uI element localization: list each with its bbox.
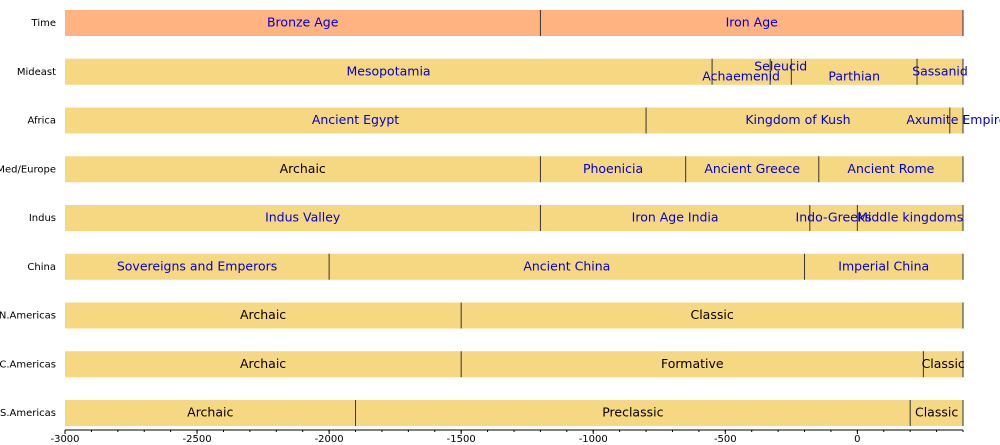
period-bar [685,156,819,183]
period-bar [540,156,686,183]
period-label: Ancient Greece [704,161,800,176]
period-bar [857,205,963,231]
period-label: Classic [922,356,965,371]
row-label: S.Americas [0,408,56,419]
period-label: Archaic [280,161,326,176]
period-label: Ancient China [523,258,610,273]
period-bar [65,205,541,231]
period-bar [818,156,963,183]
period-label: Ancient Egypt [312,112,399,127]
row-label: Time [31,18,56,29]
period-label: Mesopotamia [346,63,430,78]
period-bar [65,351,462,378]
period-bar [809,205,858,231]
row-label: C.Americas [0,359,56,370]
period-label: Parthian [828,68,880,83]
period-label: Ancient Rome [847,161,934,176]
period-label: Bronze Age [267,15,339,30]
period-label: Achaemenid [702,68,780,83]
period-bar [923,351,963,378]
period-bar [949,107,963,134]
period-label: Seleucid [754,58,807,73]
period-bar [540,205,810,231]
x-tick-label: -1000 [579,434,608,445]
x-tick-label: -1500 [447,434,476,445]
period-bar [712,58,771,85]
period-label: Iron Age [726,15,779,30]
period-label: Sassanid [912,63,968,78]
x-tick-label: -3000 [50,434,79,445]
period-bar [917,58,963,85]
row-label: N.Americas [0,311,56,322]
row-label: Africa [27,116,56,127]
period-label: Archaic [187,405,233,420]
period-label: Archaic [240,307,286,322]
period-bar [910,400,963,426]
row-label: Mideast [17,67,56,78]
period-bar [355,400,911,426]
period-label: Sovereigns and Emperors [117,258,277,273]
period-bar [461,351,924,378]
period-bar [65,107,647,134]
period-label: Middle kingdoms [857,210,963,225]
period-label: Classic [915,405,958,420]
row-label: Indus [29,213,56,224]
period-label: Iron Age India [632,210,719,225]
period-bar [461,302,963,329]
period-bar [65,302,462,329]
period-bar [65,10,541,36]
period-label: Imperial China [838,258,929,273]
period-bar [65,58,713,85]
period-bar [329,253,805,280]
period-bar [65,253,330,280]
period-label: Indus Valley [265,210,341,225]
x-tick-label: 0 [854,434,860,445]
row-label: Med/Europe [0,164,56,175]
period-label: Preclassic [602,405,663,420]
x-tick-label: -2000 [315,434,344,445]
period-label: Axumite Empire [906,112,1000,127]
period-label: Indo-Greeks [796,210,872,225]
period-bar [646,107,950,134]
period-bar [804,253,963,280]
period-bar [540,10,963,36]
period-label: Kingdom of Kush [745,112,850,127]
x-tick-label: -500 [714,434,737,445]
period-label: Classic [690,307,733,322]
period-label: Phoenicia [583,161,643,176]
period-bar [770,58,792,85]
period-label: Archaic [240,356,286,371]
period-bar [65,156,541,183]
row-label: China [27,262,56,273]
x-tick-label: -2500 [183,434,212,445]
period-bar [65,400,356,426]
period-label: Formative [661,356,724,371]
period-bar [791,58,918,85]
